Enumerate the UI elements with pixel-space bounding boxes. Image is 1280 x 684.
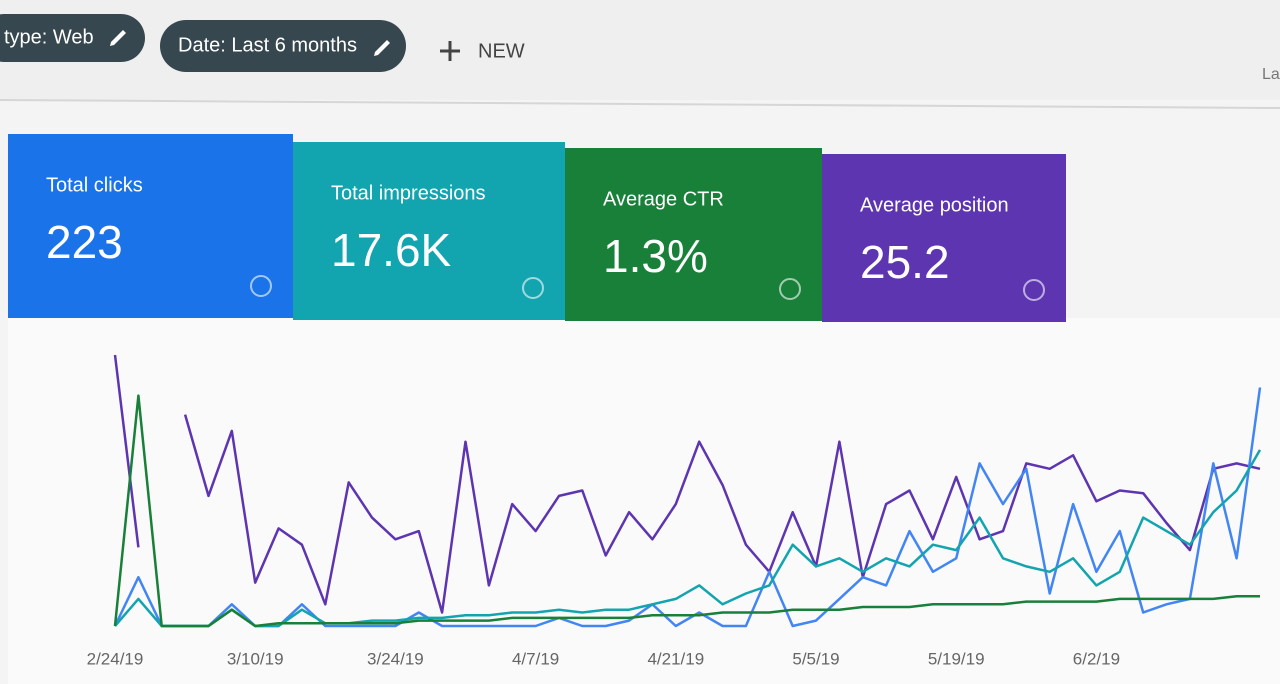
filter-chip[interactable]: type: Web <box>0 14 145 62</box>
chip-bg <box>0 14 145 62</box>
chip-bg <box>160 20 406 72</box>
help-icon <box>779 278 801 300</box>
x-tick-label: 3/10/19 <box>227 649 284 668</box>
help-icon <box>522 277 544 299</box>
filter-chip[interactable]: Date: Last 6 months <box>160 20 406 72</box>
x-tick-label: 6/2/19 <box>1073 649 1120 668</box>
metric-label: Average position <box>860 194 1009 216</box>
chip-label: Date: Last 6 months <box>178 34 357 56</box>
edit-icon <box>374 40 390 56</box>
x-tick-label: 5/5/19 <box>792 649 839 668</box>
series-line <box>114 449 1262 628</box>
metric-value: 223 <box>46 216 123 268</box>
x-tick-label: 2/24/19 <box>87 649 144 668</box>
metric-value: 17.6K <box>331 224 452 276</box>
chart-area <box>8 318 1280 684</box>
chip-label: type: Web <box>4 26 94 48</box>
edit-icon <box>110 30 126 46</box>
metric-card <box>8 134 293 318</box>
x-tick-label: 3/24/19 <box>367 649 424 668</box>
series-line <box>113 387 1262 628</box>
metric-value: 1.3% <box>603 230 708 282</box>
metric-card <box>565 148 822 321</box>
plus-icon <box>440 41 460 61</box>
new-label: NEW <box>478 40 525 62</box>
metric-value: 25.2 <box>860 236 950 288</box>
metric-label: Total clicks <box>46 174 143 196</box>
series-line <box>113 394 1260 628</box>
metric-label: Average CTR <box>603 188 724 210</box>
help-icon <box>250 275 272 297</box>
x-tick-label: 4/7/19 <box>512 649 559 668</box>
help-icon <box>1023 279 1045 301</box>
new-button[interactable]: NEW <box>440 40 525 62</box>
cut-text: La <box>1262 66 1280 83</box>
x-tick-label: 4/21/19 <box>647 649 704 668</box>
series-line <box>113 354 1261 614</box>
toolbar-divider <box>0 99 1280 109</box>
metric-label: Total impressions <box>331 182 486 204</box>
metric-card <box>293 142 565 320</box>
x-tick-label: 5/19/19 <box>928 649 985 668</box>
